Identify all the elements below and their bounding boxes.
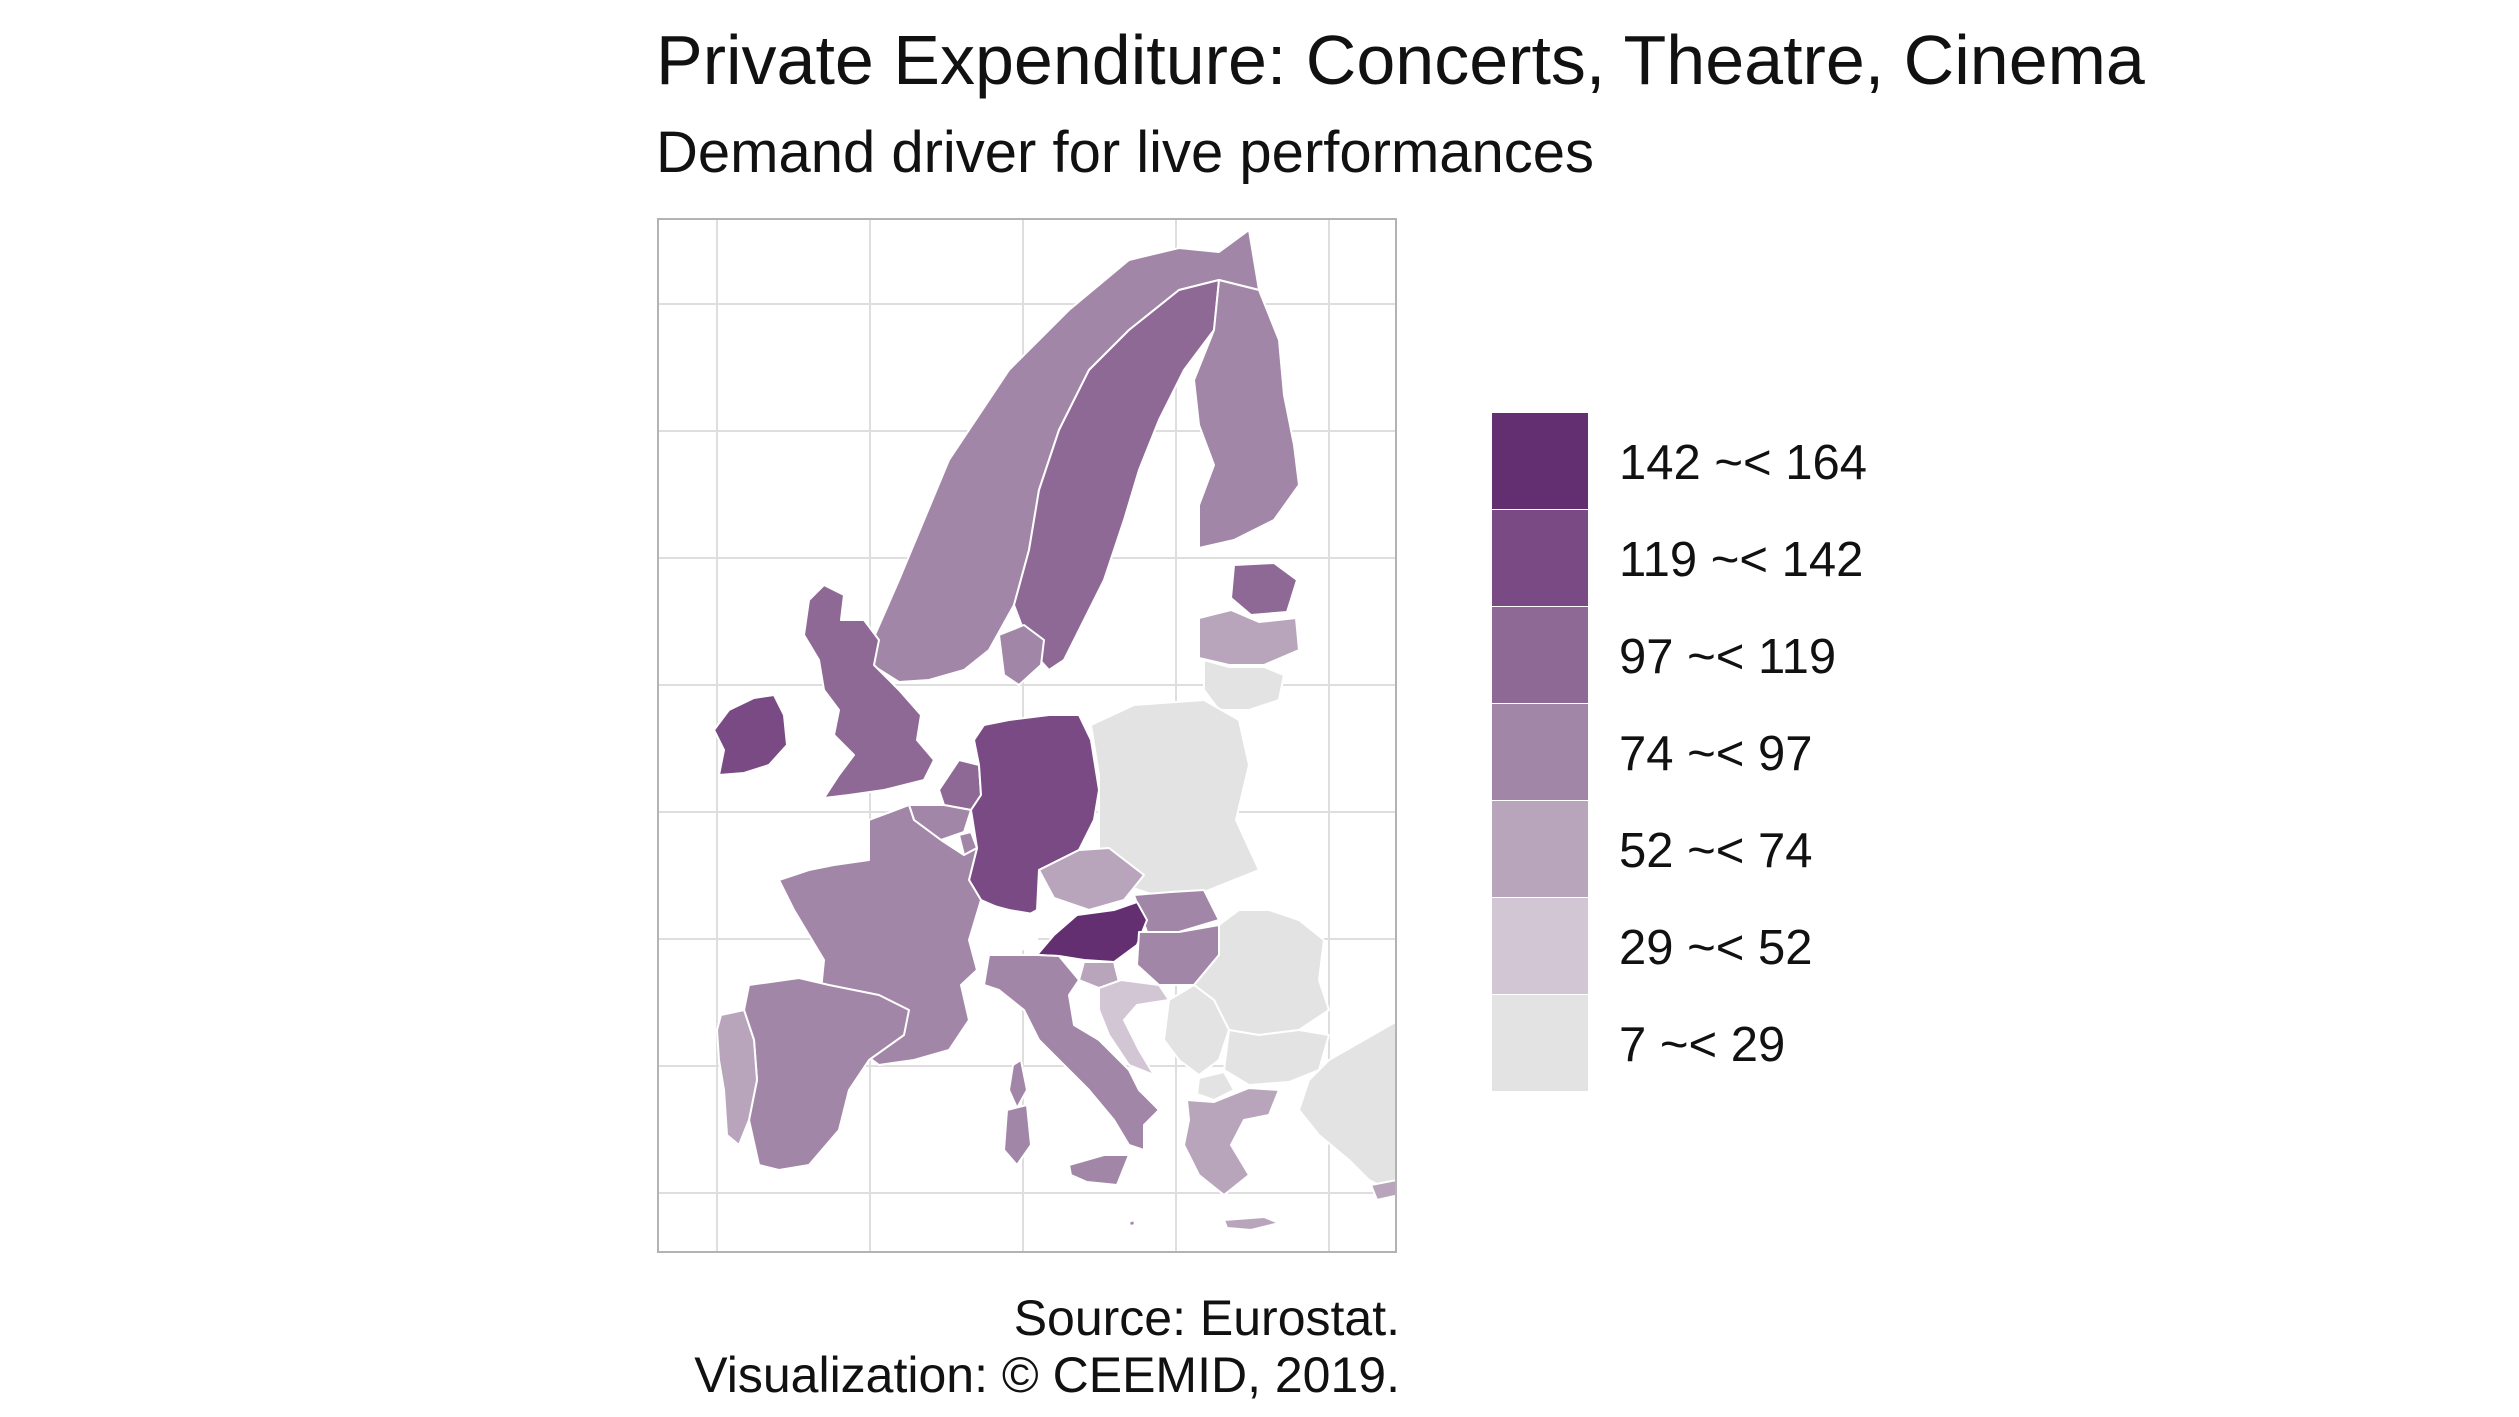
europe-map xyxy=(659,220,1395,1251)
legend-label: 74 ~< 97 xyxy=(1619,727,1813,781)
legend-label: 97 ~< 119 xyxy=(1619,630,1837,684)
region-finland xyxy=(1193,279,1300,549)
region-italy xyxy=(983,954,1160,1151)
region-denmark xyxy=(998,624,1045,686)
region-sicily xyxy=(1068,1154,1130,1186)
region-malta xyxy=(1128,1219,1136,1227)
legend-swatch xyxy=(1492,413,1588,509)
region-austria xyxy=(1036,901,1148,963)
region-estonia xyxy=(1230,562,1298,616)
chart-title: Private Expenditure: Concerts, Theatre, … xyxy=(656,21,2145,99)
caption-credit: Visualization: © CEEMID, 2019. xyxy=(694,1347,1400,1403)
region-switzerland xyxy=(968,901,1040,956)
region-latvia xyxy=(1198,609,1300,666)
map-panel xyxy=(657,218,1397,1253)
region-czechia xyxy=(1038,847,1145,911)
legend-swatch xyxy=(1492,607,1588,703)
region-united-kingdom xyxy=(803,584,935,799)
legend-swatch xyxy=(1492,898,1588,994)
legend-swatch xyxy=(1492,995,1588,1091)
legend-label: 52 ~< 74 xyxy=(1619,824,1813,878)
region-spain xyxy=(743,977,910,1171)
legend-label: 119 ~< 142 xyxy=(1619,533,1864,587)
legend-swatch xyxy=(1492,510,1588,606)
region-netherlands xyxy=(938,759,982,811)
caption: Source: Eurostat. Visualization: © CEEMI… xyxy=(694,1290,1400,1404)
legend-label: 7 ~< 29 xyxy=(1619,1018,1786,1072)
region-greece xyxy=(1183,1087,1280,1196)
region-cyprus xyxy=(1370,1179,1395,1201)
region-ireland xyxy=(713,694,788,776)
region-portugal xyxy=(716,1009,758,1146)
region-slovakia xyxy=(1133,889,1220,933)
region-sweden xyxy=(1013,279,1220,671)
legend-swatch xyxy=(1492,704,1588,800)
region-lithuania xyxy=(1203,659,1285,711)
region-crete xyxy=(1223,1216,1280,1231)
region-serbia xyxy=(1163,984,1230,1076)
region-north-macedonia xyxy=(1196,1071,1235,1101)
region-poland xyxy=(1090,699,1260,901)
chart-subtitle: Demand driver for live performances xyxy=(656,120,1595,185)
legend-swatch xyxy=(1492,801,1588,897)
region-croatia xyxy=(1098,979,1170,1076)
legend-label: 29 ~< 52 xyxy=(1619,921,1813,975)
region-sardinia xyxy=(1003,1104,1032,1166)
legend-label: 142 ~< 164 xyxy=(1619,436,1867,490)
caption-source: Source: Eurostat. xyxy=(1013,1290,1400,1346)
region-corsica xyxy=(1008,1059,1028,1109)
